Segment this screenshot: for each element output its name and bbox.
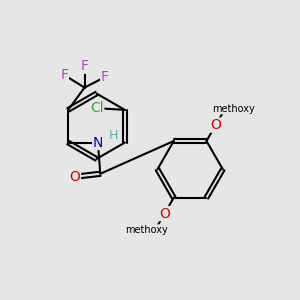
Text: Cl: Cl — [90, 101, 104, 116]
Text: O: O — [159, 207, 170, 220]
Text: F: F — [101, 70, 109, 84]
Text: O: O — [210, 118, 221, 132]
Text: methoxy: methoxy — [125, 225, 168, 235]
Text: F: F — [60, 68, 68, 82]
Text: O: O — [70, 170, 80, 184]
Text: H: H — [109, 129, 118, 142]
Text: methoxy: methoxy — [212, 104, 255, 114]
Text: N: N — [93, 136, 103, 150]
Text: F: F — [80, 59, 88, 73]
